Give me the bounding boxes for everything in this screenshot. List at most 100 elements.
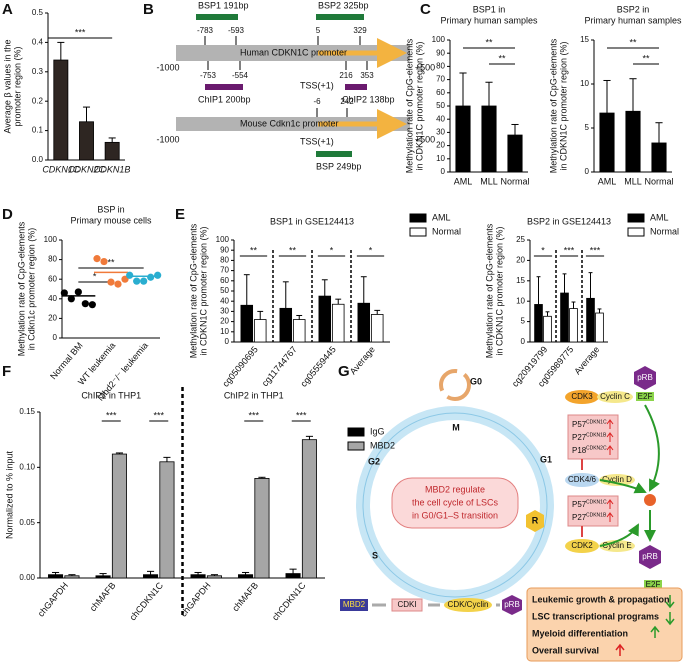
promoter-label: Human CDKN1C promoter [240, 47, 347, 57]
mouse-promoter-bar [176, 117, 410, 131]
y-axis-label: promoter region (%) [12, 46, 22, 126]
point [88, 301, 96, 309]
chart-title: BSP2 in GSE124413 [527, 216, 611, 226]
cdk [565, 539, 599, 553]
bar [543, 315, 552, 343]
x-tick-label: cg05559445 [298, 344, 338, 388]
y-tick-label: 30 [220, 307, 229, 316]
x-tick-label: cg11744767 [260, 344, 299, 388]
node-label: CDK3 [571, 392, 593, 401]
y-tick-label: 15 [516, 276, 525, 285]
y-tick-label: 20 [516, 256, 525, 265]
bsp2-region [316, 14, 364, 20]
inhibitor: P27 [572, 513, 587, 522]
point [114, 280, 122, 288]
y-tick-label: 100 [44, 235, 58, 244]
x-tick-label: AML [454, 176, 473, 186]
phase-label: G1 [540, 454, 552, 464]
point [81, 300, 89, 308]
node-label: Cyclin C [600, 392, 630, 401]
chip2-region [345, 84, 367, 90]
point [140, 277, 148, 285]
y-tick-label: 100 [432, 35, 446, 44]
promoter-diagram: Human CDKN1C promoter -1000 +500 BSP1 19… [156, 0, 435, 171]
y-tick-label: 10 [516, 296, 525, 305]
pathway-node [444, 598, 492, 612]
point [107, 278, 115, 286]
significance-label: *** [106, 410, 117, 420]
up-arrow [606, 512, 614, 522]
bar [104, 141, 120, 161]
y-tick-label: 40 [220, 296, 229, 305]
y-tick-label: 0 [53, 333, 58, 342]
y-tick-label: 90 [220, 245, 229, 254]
panel-label: D [2, 206, 13, 223]
bar [331, 303, 345, 343]
tss-label: TSS(+1) [300, 80, 334, 90]
coordinate: -593 [228, 26, 245, 35]
chart-title: Primary human samples [440, 15, 538, 25]
pathway-label: MBD2 [343, 600, 366, 609]
significance-label: ** [498, 53, 506, 63]
y-axis-label: in CDKN1C promoter region (%) [494, 226, 504, 355]
y-axis-label: Methylation rate of CpG-elements [16, 221, 26, 356]
x-tick-label: CDKN2C [68, 164, 106, 174]
legend-swatch [409, 227, 427, 237]
chip1-region [205, 84, 243, 90]
coordinate: 5 [316, 26, 321, 35]
node-label: E2F [646, 580, 661, 589]
outcome-box [526, 587, 683, 662]
y-axis-label: in Cdkn1c promoter region (%) [26, 228, 36, 351]
significance-label: *** [248, 410, 259, 420]
phase-label: R [532, 515, 539, 525]
y-tick-label: 15 [580, 35, 589, 44]
x-tick-label: Average [572, 344, 601, 376]
point [154, 271, 162, 279]
y-tick-label: 80 [48, 255, 57, 264]
y-tick-label: 50 [436, 101, 445, 110]
significance-label: * [93, 271, 97, 281]
pathway-node [502, 595, 522, 615]
coordinate: -554 [232, 71, 249, 80]
cell-cycle-diagram: G0 M G1 G2 S R MBD2 regulate the cell cy… [340, 366, 683, 662]
bar [285, 573, 301, 579]
bar [238, 574, 254, 579]
significance-label: ** [107, 257, 115, 267]
outcome: Myeloid differentiation [532, 628, 628, 638]
chart-title: BSP1 in GSE124413 [270, 216, 354, 226]
region-label: BSP 249bp [316, 161, 361, 171]
coordinate: -753 [200, 71, 217, 80]
y-tick-label: 20 [436, 141, 445, 150]
significance-label: *** [564, 245, 575, 255]
bar [599, 112, 615, 173]
significance-label: ** [289, 245, 297, 255]
y-tick-label: 70 [220, 266, 229, 275]
center-text: in G0/G1–S transition [412, 510, 498, 520]
node-label: E2F [638, 392, 653, 401]
phase-label: S [372, 550, 378, 560]
cyclin [599, 540, 635, 552]
y-tick-label: 60 [436, 88, 445, 97]
y-tick-label: 0 [521, 337, 526, 346]
bar [292, 319, 306, 343]
region-label: ChIP1 200bp [198, 94, 251, 104]
inhibitor-sup: CDKN1C [586, 499, 607, 505]
inhibitor-sup: CDKN1B [586, 432, 607, 438]
bar [206, 575, 222, 579]
y-tick-label: 60 [48, 274, 57, 283]
bar [48, 574, 64, 579]
bar [190, 574, 206, 579]
bar [370, 314, 384, 343]
y-tick-label: 40 [48, 294, 57, 303]
legend-swatch [347, 427, 365, 437]
inhibitor-sup: CDKN2C [586, 445, 607, 451]
legend-label: Normal [650, 226, 679, 236]
y-tick-label: 0.1 [32, 126, 44, 135]
point [100, 257, 108, 266]
bar [586, 297, 595, 343]
bar [253, 319, 267, 343]
x-tick-label: chCDKN1C [128, 580, 166, 622]
chart-subtitle: ChIP1 in THP1 [81, 390, 141, 400]
point [60, 289, 68, 297]
x-tick-label: Normal [644, 176, 673, 186]
